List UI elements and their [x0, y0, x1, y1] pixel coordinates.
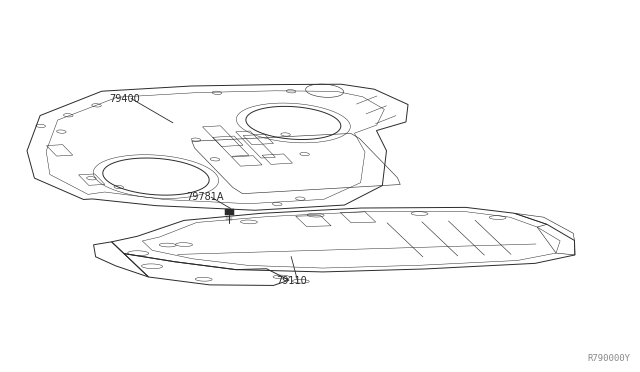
Text: 79400: 79400 — [109, 94, 140, 103]
Text: 79110: 79110 — [276, 276, 307, 286]
Polygon shape — [225, 209, 234, 215]
Text: R790000Y: R790000Y — [588, 354, 630, 363]
Text: 79781A: 79781A — [186, 192, 223, 202]
